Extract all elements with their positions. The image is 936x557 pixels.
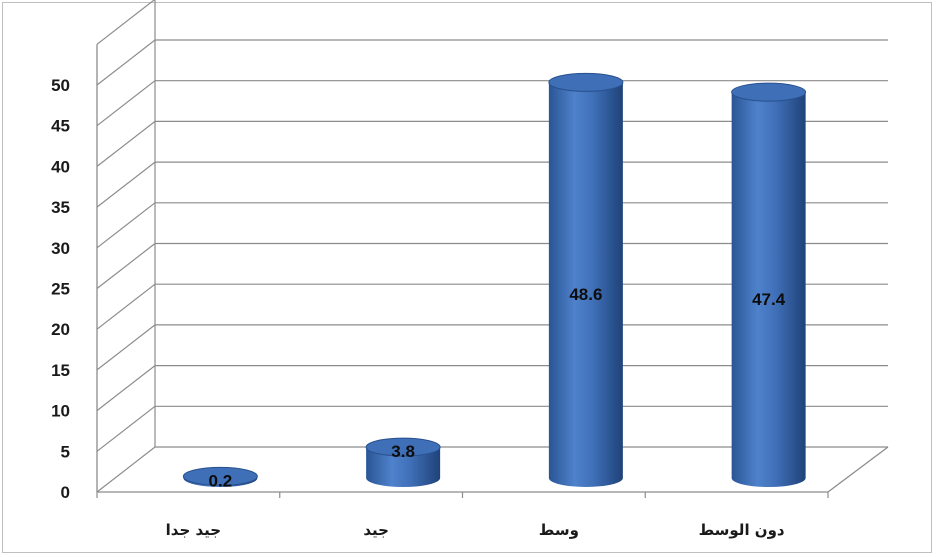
gridline-top-depth bbox=[96, 0, 156, 45]
y-tick-label: 0 bbox=[61, 483, 70, 502]
gridline-depth bbox=[96, 80, 156, 127]
gridline-depth bbox=[96, 405, 156, 452]
y-tick-label: 15 bbox=[51, 361, 70, 380]
y-tick-label: 50 bbox=[51, 76, 70, 95]
gridline-depth bbox=[96, 161, 156, 208]
gridline-depth bbox=[96, 202, 156, 249]
y-tick-label: 10 bbox=[51, 402, 70, 421]
bar-body bbox=[731, 92, 806, 487]
labels: 0 5 10 15 20 25 30 35 40 45 50 0.2 جيد جدا 3.8 جيد 48.6… bbox=[51, 76, 786, 539]
gridline-depth bbox=[96, 243, 156, 289]
data-label: 3.8 bbox=[391, 442, 415, 461]
category-label: وسط bbox=[539, 521, 579, 539]
bar-top bbox=[548, 72, 624, 92]
category-label: جيد جدا bbox=[166, 521, 221, 539]
y-tick-label: 45 bbox=[51, 117, 70, 136]
bar-top bbox=[365, 437, 441, 457]
y-tick-label: 35 bbox=[51, 198, 70, 217]
data-label: 48.6 bbox=[569, 285, 602, 304]
bar-body bbox=[548, 82, 623, 487]
bar-body bbox=[366, 447, 441, 487]
bar-4 bbox=[731, 82, 807, 487]
category-label: جيد bbox=[363, 521, 389, 539]
y-tick-label: 25 bbox=[51, 280, 70, 299]
gridline-depth bbox=[96, 120, 156, 167]
axes bbox=[96, 0, 889, 498]
gridline-depth bbox=[96, 324, 156, 371]
bar-top bbox=[731, 82, 807, 102]
gridline-depth bbox=[96, 365, 156, 412]
gridline-depth bbox=[96, 39, 156, 86]
y-tick-label: 40 bbox=[51, 157, 70, 176]
bar-3 bbox=[548, 72, 624, 487]
data-label: 47.4 bbox=[752, 290, 786, 309]
y-tick-label: 30 bbox=[51, 239, 70, 258]
gridline-depth bbox=[96, 446, 156, 493]
bar-1 bbox=[182, 466, 258, 487]
bar-2 bbox=[365, 437, 441, 487]
data-label: 0.2 bbox=[209, 471, 233, 490]
bars bbox=[182, 72, 807, 487]
y-tick-label: 20 bbox=[51, 320, 70, 339]
y-tick-label: 5 bbox=[61, 442, 70, 461]
category-label: دون الوسط bbox=[699, 521, 785, 539]
bar-top bbox=[182, 466, 258, 486]
gridline-depth bbox=[96, 283, 156, 330]
